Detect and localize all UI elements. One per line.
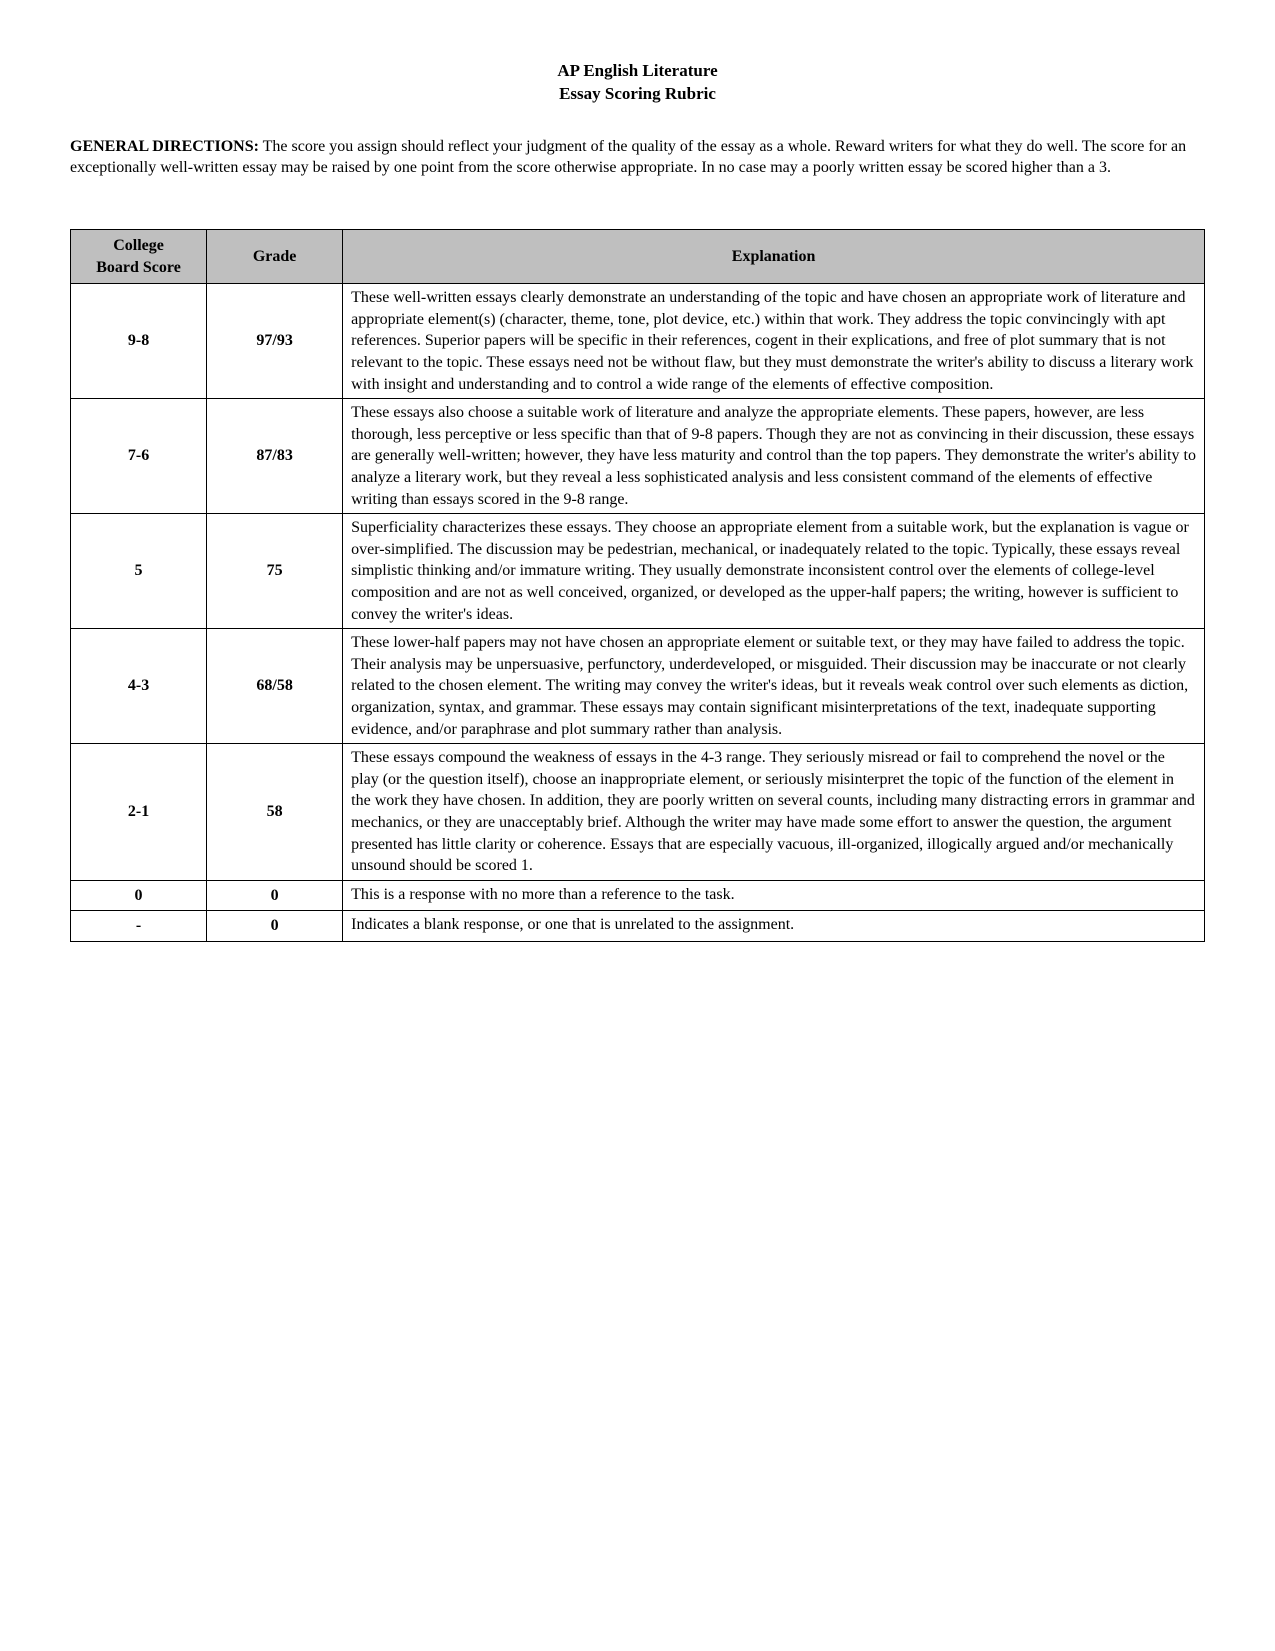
title-line2: Essay Scoring Rubric (70, 83, 1205, 106)
directions-label: GENERAL DIRECTIONS: (70, 138, 259, 155)
table-row: 00This is a response with no more than a… (71, 880, 1205, 911)
score-cell: 4-3 (71, 629, 207, 744)
score-cell: 0 (71, 880, 207, 911)
title-line1: AP English Literature (70, 60, 1205, 83)
score-cell: 9-8 (71, 284, 207, 399)
explanation-cell: These lower-half papers may not have cho… (343, 629, 1205, 744)
header-explanation: Explanation (343, 230, 1205, 284)
grade-cell: 68/58 (207, 629, 343, 744)
table-row: 2-158These essays compound the weakness … (71, 744, 1205, 881)
table-row: 7-687/83These essays also choose a suita… (71, 399, 1205, 514)
table-header-row: College Board Score Grade Explanation (71, 230, 1205, 284)
score-cell: 7-6 (71, 399, 207, 514)
score-cell: 5 (71, 514, 207, 629)
rubric-table: College Board Score Grade Explanation 9-… (70, 229, 1205, 942)
grade-cell: 75 (207, 514, 343, 629)
header-college-board-score: College Board Score (71, 230, 207, 284)
explanation-cell: This is a response with no more than a r… (343, 880, 1205, 911)
score-cell: - (71, 911, 207, 942)
header-col1-line1: College (76, 235, 201, 257)
table-row: 4-368/58These lower-half papers may not … (71, 629, 1205, 744)
grade-cell: 0 (207, 880, 343, 911)
title-block: AP English Literature Essay Scoring Rubr… (70, 60, 1205, 106)
explanation-cell: Superficiality characterizes these essay… (343, 514, 1205, 629)
grade-cell: 87/83 (207, 399, 343, 514)
header-col1-line2: Board Score (76, 257, 201, 279)
explanation-cell: These well-written essays clearly demons… (343, 284, 1205, 399)
grade-cell: 58 (207, 744, 343, 881)
table-row: 9-897/93These well-written essays clearl… (71, 284, 1205, 399)
general-directions: GENERAL DIRECTIONS: The score you assign… (70, 136, 1205, 179)
score-cell: 2-1 (71, 744, 207, 881)
explanation-cell: These essays also choose a suitable work… (343, 399, 1205, 514)
table-row: 575Superficiality characterizes these es… (71, 514, 1205, 629)
explanation-cell: Indicates a blank response, or one that … (343, 911, 1205, 942)
table-row: -0Indicates a blank response, or one tha… (71, 911, 1205, 942)
header-grade: Grade (207, 230, 343, 284)
grade-cell: 0 (207, 911, 343, 942)
explanation-cell: These essays compound the weakness of es… (343, 744, 1205, 881)
grade-cell: 97/93 (207, 284, 343, 399)
